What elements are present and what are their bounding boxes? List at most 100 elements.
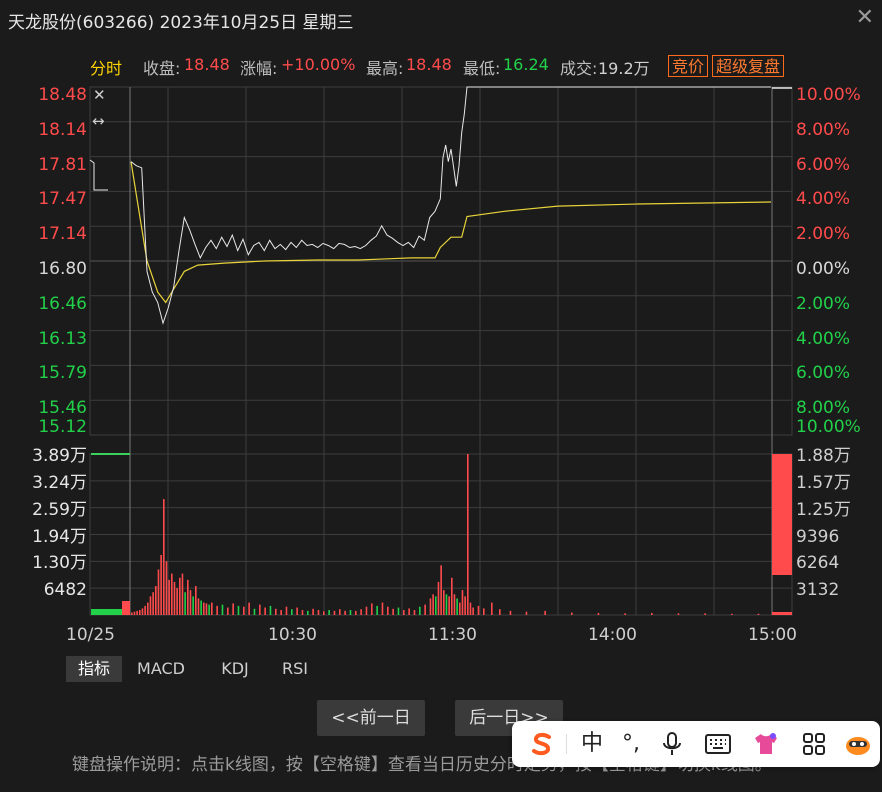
price-tick-left: 15.79 bbox=[38, 363, 87, 384]
quote-info-bar: 分时 收盘: 18.48 涨幅: +10.00% 最高: 18.48 最低: 1… bbox=[0, 55, 882, 78]
volume-tick-right: 6264 bbox=[796, 553, 840, 574]
super-replay-button[interactable]: 超级复盘 bbox=[712, 55, 785, 77]
tab-indicator[interactable]: 指标 bbox=[66, 656, 122, 682]
auction-close-volume bbox=[772, 454, 792, 575]
prev-day-button[interactable]: <<前一日 bbox=[317, 700, 425, 736]
close-icon[interactable]: ✕ bbox=[855, 5, 874, 30]
apps-grid-icon[interactable] bbox=[796, 721, 832, 767]
volume-tick-left: 6482 bbox=[43, 580, 87, 601]
volume-bar bbox=[192, 596, 194, 615]
volume-bar bbox=[152, 592, 154, 615]
volume-bar bbox=[131, 612, 133, 615]
volume-tick-left: 1.30万 bbox=[32, 553, 87, 574]
intraday-chart[interactable] bbox=[0, 0, 882, 640]
volume-bar bbox=[544, 610, 546, 615]
volume-bar bbox=[187, 579, 189, 615]
volume-bar bbox=[371, 603, 373, 615]
volume-bar bbox=[189, 590, 192, 615]
volume-bar bbox=[216, 605, 218, 615]
volume-bar bbox=[197, 598, 200, 615]
volume-bar bbox=[163, 499, 165, 615]
volume-bar bbox=[349, 610, 352, 615]
volume-bar bbox=[419, 606, 421, 615]
volume-bar bbox=[456, 598, 458, 615]
volume-bar bbox=[195, 586, 197, 615]
volume-bar bbox=[677, 613, 680, 615]
volume-bar bbox=[461, 590, 464, 615]
volume-bars bbox=[91, 453, 792, 615]
volume-bar bbox=[355, 610, 357, 615]
auction-close-volume bbox=[772, 612, 792, 615]
tab-kdj[interactable]: KDJ bbox=[221, 659, 249, 678]
volume-bar bbox=[757, 613, 760, 615]
volume-tick-right: 3132 bbox=[796, 580, 840, 601]
volume-label: 成交: bbox=[560, 59, 598, 78]
volume-bar bbox=[243, 606, 245, 615]
volume-tick-left: 2.59万 bbox=[32, 499, 87, 520]
cursor-close-icon[interactable]: ✕ bbox=[93, 86, 106, 104]
close-label: 收盘: bbox=[143, 59, 181, 78]
time-tick: 10/25 bbox=[66, 625, 115, 645]
volume-bar bbox=[296, 607, 298, 615]
volume-bar bbox=[275, 608, 277, 615]
auction-open-volume bbox=[91, 609, 129, 615]
volume-bar bbox=[173, 581, 176, 615]
price-tick-right: 8.00% bbox=[796, 398, 851, 419]
volume-bar bbox=[509, 610, 512, 615]
volume-bar bbox=[136, 610, 138, 615]
keyboard-icon[interactable] bbox=[700, 721, 736, 767]
volume-bar bbox=[477, 605, 480, 615]
volume-bar bbox=[413, 610, 416, 615]
auction-button[interactable]: 竞价 bbox=[668, 55, 709, 77]
volume-bar bbox=[397, 607, 400, 615]
time-tick: 15:00 bbox=[748, 625, 797, 645]
price-tick-left: 16.80 bbox=[38, 259, 87, 279]
volume-bar bbox=[381, 602, 384, 615]
volume-bar bbox=[259, 604, 261, 615]
volume-bar bbox=[179, 577, 181, 615]
chinese-mode-toggle[interactable]: 中 bbox=[580, 731, 603, 756]
microphone-icon[interactable] bbox=[654, 721, 690, 767]
volume-bar bbox=[307, 610, 309, 615]
volume-bar bbox=[141, 608, 144, 615]
volume-bar bbox=[448, 596, 450, 615]
price-tick-right: 0.00% bbox=[796, 259, 851, 279]
mascot-icon[interactable] bbox=[838, 721, 878, 767]
price-tick-right: 4.00% bbox=[796, 328, 851, 349]
volume-bar bbox=[328, 610, 330, 615]
volume-bar bbox=[184, 592, 186, 615]
volume-bar bbox=[424, 604, 426, 615]
volume-bar bbox=[139, 610, 141, 615]
volume-bar bbox=[445, 594, 448, 615]
volume-bar bbox=[253, 608, 256, 615]
low-value: 16.24 bbox=[503, 55, 549, 74]
volume-bar bbox=[211, 602, 213, 615]
horizontal-resize-icon[interactable]: ↔ bbox=[92, 112, 105, 130]
ime-toolbar[interactable]: 中 °, bbox=[512, 721, 880, 767]
volume-bar bbox=[157, 569, 160, 615]
volume-bar bbox=[387, 606, 389, 615]
volume-bar bbox=[467, 454, 469, 615]
skin-shirt-icon[interactable] bbox=[748, 721, 784, 767]
volume-bar bbox=[200, 600, 202, 615]
volume-bar bbox=[291, 609, 293, 615]
volume-bar bbox=[171, 573, 173, 615]
volume-bar bbox=[651, 612, 653, 615]
volume-tick-right: 9396 bbox=[796, 526, 840, 547]
price-tick-right: 2.00% bbox=[796, 293, 851, 314]
volume-bar bbox=[133, 611, 136, 615]
price-tick-left: 17.14 bbox=[38, 224, 87, 245]
volume-bar bbox=[165, 561, 168, 615]
sogou-logo-icon[interactable] bbox=[522, 721, 562, 767]
volume-bar bbox=[160, 554, 162, 615]
auction-price-line bbox=[89, 159, 108, 191]
tab-macd[interactable]: MACD bbox=[137, 659, 185, 678]
volume-bar bbox=[499, 609, 501, 615]
punctuation-toggle[interactable]: °, bbox=[622, 731, 640, 756]
tab-rsi[interactable]: RSI bbox=[282, 659, 308, 678]
volume-bar bbox=[144, 605, 146, 615]
volume-bar bbox=[443, 590, 445, 615]
volume-bar bbox=[232, 603, 234, 615]
volume-bar bbox=[248, 602, 250, 615]
volume-bar bbox=[168, 579, 170, 615]
